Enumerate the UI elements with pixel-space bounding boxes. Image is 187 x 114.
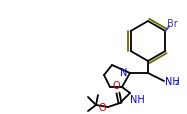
- Text: N: N: [120, 67, 127, 77]
- Text: NH: NH: [165, 76, 180, 86]
- Text: O: O: [98, 102, 106, 112]
- Text: Br: Br: [167, 19, 178, 29]
- Text: O: O: [112, 80, 120, 90]
- Text: NH: NH: [130, 94, 145, 104]
- Text: 2: 2: [175, 79, 179, 85]
